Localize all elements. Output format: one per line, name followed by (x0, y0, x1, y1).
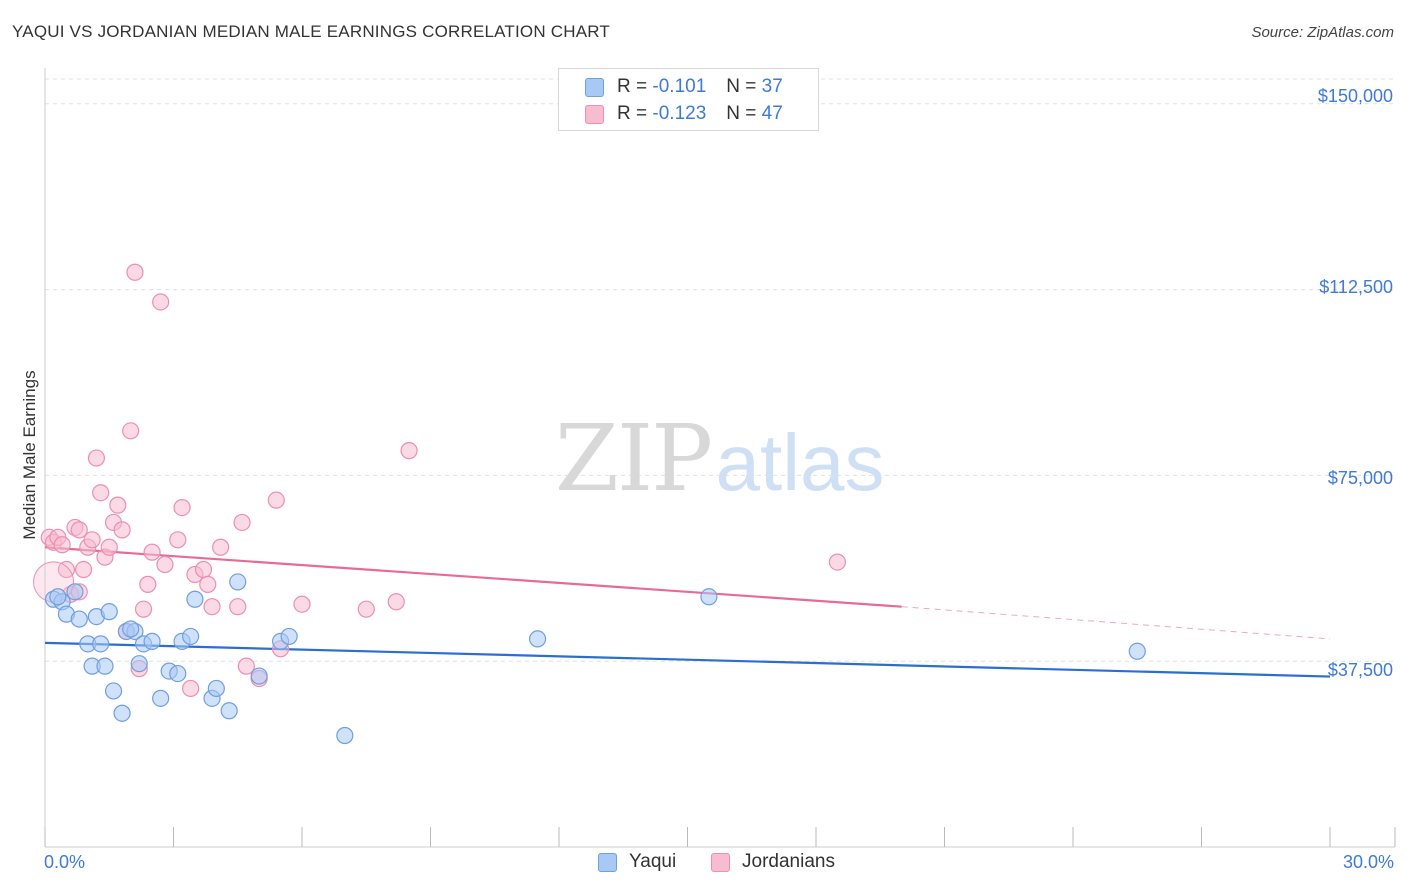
n-value: 47 (761, 103, 783, 124)
yaqui-swatch (585, 77, 604, 97)
yaqui-point (92, 635, 110, 653)
x-tick-label: 30.0% (1342, 852, 1394, 872)
jordanians-point (70, 521, 88, 539)
yaqui-point (70, 610, 88, 628)
gridlines (45, 78, 1395, 662)
yaqui-point (49, 588, 67, 606)
yaqui-point (169, 664, 187, 683)
yaqui-point (336, 726, 354, 745)
jordanians-trend-line (44, 546, 902, 608)
yaqui-point (122, 620, 140, 638)
legend-row-jordanians: R = -0.123 N = 47 (585, 103, 783, 125)
yaqui-point (100, 603, 118, 621)
jordanians-swatch (585, 104, 604, 124)
correlation-legend: R = -0.101 N = 37 R = -0.123 N = 47 (558, 68, 819, 131)
trend-lines (44, 546, 1331, 678)
jordanians-point (100, 538, 118, 556)
jordanians-point (109, 496, 127, 514)
y-axis-label: Median Male Earnings (20, 370, 39, 540)
jordanians-point (74, 560, 93, 579)
y-tick-label: $150,000 (1317, 86, 1393, 106)
jordanians-point (229, 598, 247, 616)
jordanians-point (169, 531, 187, 549)
n-label: N = (726, 76, 757, 97)
legend-label: Jordanians (742, 851, 835, 872)
axes (44, 68, 1396, 848)
jordanians-point (400, 442, 418, 460)
r-label: R = (617, 103, 648, 124)
jordanians-swatch (711, 852, 730, 872)
y-tick-label: $37,500 (1327, 660, 1393, 680)
watermark-atlas: atlas (716, 418, 885, 507)
yaqui-point (229, 573, 247, 591)
yaqui-swatch (598, 852, 617, 872)
yaqui-point (66, 583, 84, 601)
jordanians-point (173, 498, 191, 517)
yaqui-point (143, 632, 161, 650)
yaqui-point (1128, 642, 1146, 660)
yaqui-point (280, 627, 298, 646)
watermark-zip: ZIP (555, 405, 711, 512)
r-value: -0.123 (652, 103, 707, 124)
yaqui-point (250, 667, 268, 685)
jordanians-trend-extrapolation (901, 606, 1331, 640)
jordanians-point (199, 575, 217, 593)
jordanians-point (83, 531, 101, 549)
yaqui-trend-line (44, 641, 1331, 678)
yaqui-point (220, 702, 238, 720)
yaqui-point (152, 689, 170, 707)
jordanians-point (203, 598, 221, 616)
jordanians-point (139, 575, 157, 593)
jordanians-point (237, 657, 255, 675)
source-credit: Source: ZipAtlas.com (1251, 24, 1394, 41)
yaqui-point (113, 704, 131, 722)
n-value: 37 (761, 76, 783, 97)
jordanians-point (387, 593, 405, 611)
jordanians-point (143, 543, 161, 561)
jordanians-point (92, 484, 110, 502)
bottom-legend-yaqui: Yaqui (598, 851, 676, 873)
r-label: R = (617, 76, 648, 97)
yaqui-point (528, 630, 547, 648)
y-tick-label: $75,000 (1327, 468, 1393, 488)
jordanians-point (87, 449, 106, 467)
legend-row-yaqui: R = -0.101 N = 37 (585, 76, 783, 98)
jordanians-point (828, 553, 847, 571)
yaqui-point (700, 588, 718, 606)
jordanians-point (113, 521, 131, 539)
chart-title: YAQUI VS JORDANIAN MEDIAN MALE EARNINGS … (12, 22, 610, 41)
y-tick-label: $112,500 (1319, 277, 1393, 297)
yaqui-point (96, 657, 114, 675)
yaqui-point (182, 627, 200, 646)
legend-label: Yaqui (629, 851, 677, 872)
r-value: -0.101 (652, 76, 707, 97)
bottom-legend-jordanians: Jordanians (711, 851, 835, 873)
yaqui-point (130, 655, 148, 673)
jordanians-point (126, 263, 144, 281)
jordanians-point (194, 560, 213, 579)
yaqui-point (104, 682, 123, 700)
yaqui-point (186, 590, 204, 608)
x-tick-label: 0.0% (44, 852, 86, 872)
jordanians-point (293, 595, 311, 613)
jordanians-point (212, 538, 230, 556)
jordanians-point (156, 555, 174, 574)
yaqui-point (207, 679, 225, 698)
jordanians-point (233, 513, 251, 532)
jordanians-point (53, 536, 71, 554)
jordanians-point (152, 293, 170, 311)
yaqui-points (44, 573, 1146, 745)
jordanians-point (182, 679, 200, 698)
jordanians-point (57, 560, 76, 579)
jordanians-point (357, 600, 375, 618)
jordanians-point (122, 422, 140, 440)
jordanians-point (267, 491, 285, 509)
n-label: N = (726, 103, 757, 124)
jordanians-point (134, 600, 153, 618)
